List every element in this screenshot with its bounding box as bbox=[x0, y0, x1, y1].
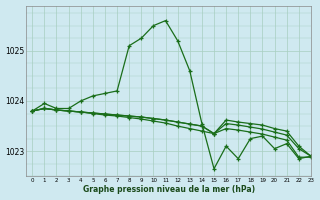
X-axis label: Graphe pression niveau de la mer (hPa): Graphe pression niveau de la mer (hPa) bbox=[83, 185, 255, 194]
